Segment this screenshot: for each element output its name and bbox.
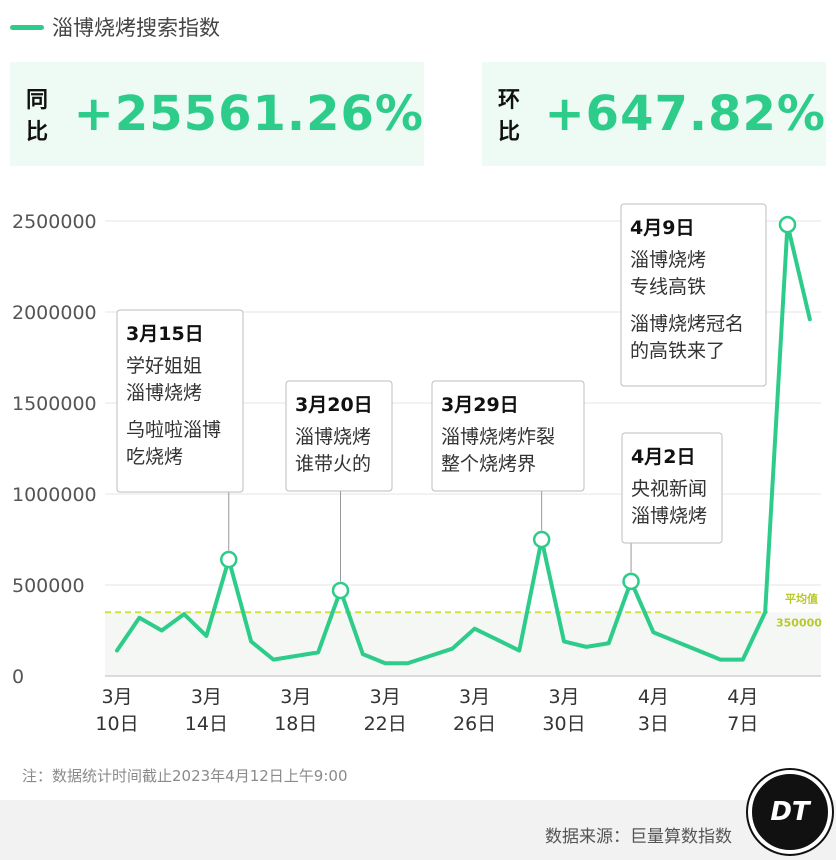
y-tick-label: 0 [12, 666, 24, 688]
annotated-point [331, 581, 350, 600]
annotation-box [621, 432, 723, 544]
annotation-text: 专线高铁 [630, 276, 706, 298]
annotation-text: 乌啦啦淄博 [126, 419, 221, 441]
annotation-text: 的高铁来了 [630, 340, 725, 362]
mom-stat-box: 环比 +647.82% [482, 62, 826, 166]
x-tick-label: 26日 [453, 713, 496, 735]
y-tick-label: 1500000 [12, 393, 97, 415]
x-tick-label: 3月 [370, 686, 401, 708]
yoy-value: +25561.26% [73, 86, 424, 142]
y-tick-label: 2500000 [12, 211, 97, 233]
annotated-point [220, 550, 238, 569]
annotation-date: 3月15日 [126, 323, 204, 345]
x-tick-label: 3月 [548, 686, 579, 708]
mom-value: +647.82% [544, 86, 826, 142]
x-tick-label: 3月 [280, 686, 311, 708]
x-tick-label: 10日 [95, 713, 138, 735]
chart-legend: 淄博烧烤搜索指数 [10, 12, 220, 42]
annotation-box [285, 380, 393, 492]
legend-label: 淄博烧烤搜索指数 [52, 16, 220, 40]
annotation-text: 淄博烧烤炸裂 [441, 426, 555, 448]
x-tick-label: 3月 [101, 686, 132, 708]
annotation-date: 3月29日 [441, 394, 519, 416]
annotation-text: 整个烧烤界 [441, 453, 536, 475]
annotation-text: 淄博烧烤冠名 [630, 313, 744, 335]
x-tick-label: 4月 [638, 686, 669, 708]
dt-logo: DT [748, 770, 832, 854]
average-band [105, 612, 821, 676]
annotation-text: 学好姐姐 [126, 355, 202, 377]
annotation-text: 淄博烧烤 [295, 426, 371, 448]
x-tick-label: 3月 [459, 686, 490, 708]
annotated-point [622, 572, 640, 591]
annotation-text: 吃烧烤 [126, 446, 183, 468]
logo-text: DT [770, 797, 810, 827]
x-tick-label: 4月 [727, 686, 758, 708]
y-tick-label: 2000000 [12, 302, 97, 324]
footer-band [0, 800, 836, 860]
annotation-date: 4月9日 [630, 217, 694, 239]
annotation-box [620, 203, 767, 387]
x-tick-label: 3日 [638, 713, 669, 735]
yoy-label: 同比 [26, 88, 49, 145]
annotation-text: 央视新闻 [631, 478, 707, 500]
series-line [115, 222, 812, 666]
annotation-text: 淄博烧烤 [631, 505, 707, 527]
annotated-point [532, 530, 551, 549]
data-source: 数据来源：巨量算数指数 [545, 827, 732, 847]
x-tick-label: 3月 [191, 686, 222, 708]
y-tick-label: 1000000 [12, 484, 97, 506]
legend-swatch [10, 24, 44, 30]
search-index-line-chart: 0 500000 1000000 1500000 2000000 2500000 平均值 35… [12, 203, 822, 735]
x-tick-label: 18日 [274, 713, 317, 735]
annotated-point [778, 215, 797, 234]
annotation-date: 3月20日 [295, 394, 373, 416]
annotation-date: 4月2日 [631, 446, 695, 468]
annotation-box [431, 380, 585, 492]
annotation-text: 谁带火的 [295, 453, 371, 475]
annotation-text: 淄博烧烤 [630, 249, 706, 271]
average-value-label: 350000 [776, 616, 822, 629]
mom-label: 环比 [498, 88, 521, 145]
annotation-text: 淄博烧烤 [126, 382, 202, 404]
x-tick-label: 22日 [364, 713, 407, 735]
annotation-box [116, 309, 244, 493]
x-tick-label: 14日 [185, 713, 228, 735]
footnote: 注：数据统计时间截止2023年4月12日上午9:00 [22, 767, 348, 785]
average-label: 平均值 [785, 591, 818, 605]
x-tick-label: 30日 [542, 713, 585, 735]
x-tick-label: 7日 [727, 713, 758, 735]
y-tick-label: 500000 [12, 575, 85, 597]
yoy-stat-box: 同比 +25561.26% [10, 62, 424, 166]
